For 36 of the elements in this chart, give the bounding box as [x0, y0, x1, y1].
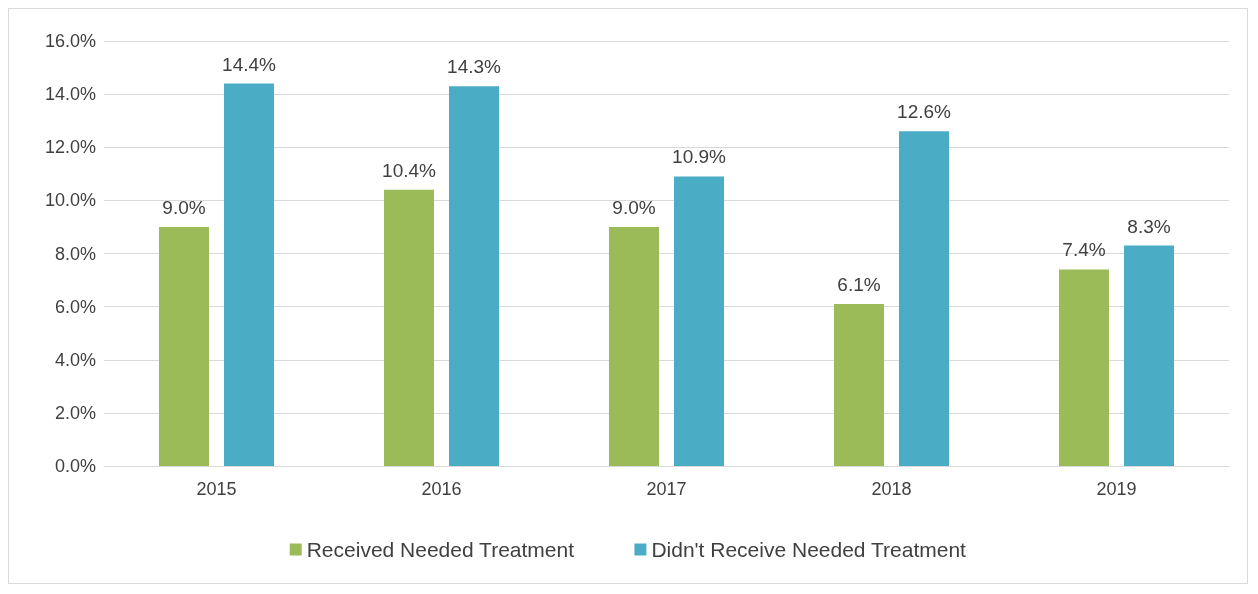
- x-tick-label: 2015: [196, 479, 237, 499]
- bar: [1124, 245, 1174, 466]
- bar: [384, 189, 434, 466]
- x-tick-label: 2016: [421, 479, 462, 499]
- data-label: 14.3%: [447, 56, 502, 78]
- y-tick-label: 2.0%: [54, 402, 96, 423]
- bar: [224, 83, 274, 466]
- bar: [159, 226, 209, 466]
- data-label: 6.1%: [837, 273, 881, 295]
- x-tick-label: 2019: [1096, 479, 1137, 499]
- y-tick-label: 4.0%: [54, 349, 96, 370]
- data-label: 10.9%: [672, 146, 727, 168]
- legend-label: Received Needed Treatment: [306, 538, 575, 561]
- legend-label: Didn't Receive Needed Treatment: [651, 538, 967, 561]
- y-tick-label: 14.0%: [44, 84, 96, 105]
- bar: [674, 176, 724, 466]
- x-tick-label: 2018: [871, 479, 912, 499]
- y-tick-label: 12.0%: [44, 137, 96, 158]
- y-tick-label: 0.0%: [54, 456, 96, 476]
- data-label: 12.6%: [897, 101, 952, 123]
- data-label: 7.4%: [1062, 239, 1106, 261]
- x-tick-label: 2017: [646, 479, 687, 499]
- y-tick-label: 6.0%: [54, 296, 96, 317]
- bar: [899, 131, 949, 466]
- y-tick-label: 10.0%: [44, 190, 96, 211]
- data-label: 14.4%: [222, 53, 277, 75]
- y-tick-label: 8.0%: [54, 243, 96, 264]
- data-label: 9.0%: [162, 196, 206, 218]
- data-label: 8.3%: [1127, 215, 1171, 237]
- bar: [609, 226, 659, 466]
- data-label: 9.0%: [612, 196, 656, 218]
- data-label: 10.4%: [382, 159, 437, 181]
- bar: [1059, 269, 1109, 466]
- y-tick-label: 16.0%: [44, 31, 96, 51]
- bar: [834, 303, 884, 466]
- bar: [449, 86, 499, 466]
